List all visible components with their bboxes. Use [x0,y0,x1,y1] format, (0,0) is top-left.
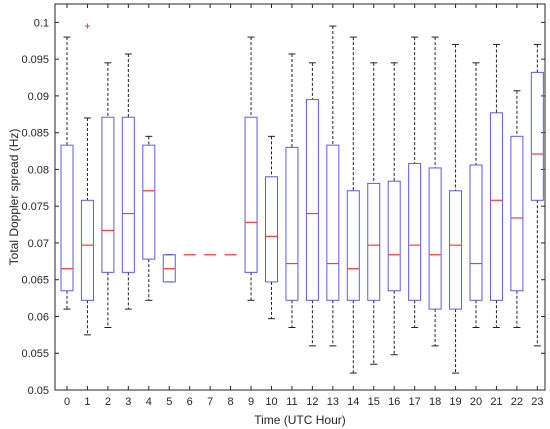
box-hour-11 [285,53,299,329]
box-hour-15 [367,62,381,365]
box-hour-12 [305,62,319,347]
y-tick-label: 0.075 [21,201,49,213]
box-iqr [60,144,74,292]
box-hour-19 [449,43,463,374]
x-tick-label: 1 [84,396,90,408]
x-axis-label: Time (UTC Hour) [254,413,346,427]
x-tick-label: 14 [347,396,359,408]
box-iqr [285,146,299,301]
x-tick-label: 8 [228,396,234,408]
x-axis-ticks: 0 1 2 3 4 5 6 7 8 9 10 11 12 13 14 15 16 17 18 19 20 21 22 23 [64,4,543,408]
box-iqr [305,99,319,301]
box-series [60,23,544,374]
box-iqr [428,167,442,310]
x-tick-label: 20 [470,396,482,408]
x-tick-label: 7 [207,396,213,408]
x-tick-label: 4 [146,396,152,408]
box-iqr [326,144,340,301]
box-hour-21 [489,43,503,329]
x-tick-label: 12 [306,396,318,408]
x-tick-label: 9 [248,396,254,408]
box-hour-23 [530,43,544,347]
x-tick-label: 18 [429,396,441,408]
box-iqr [101,116,115,273]
y-tick-label: 0.06 [28,311,49,323]
box-hour-22 [510,90,524,329]
box-iqr [244,116,258,273]
y-tick-label: 0.085 [21,128,49,140]
x-tick-label: 15 [368,396,380,408]
x-tick-label: 5 [166,396,172,408]
x-tick-label: 11 [286,396,297,408]
y-tick-label: 0.05 [28,385,49,397]
box-iqr [80,199,94,301]
box-hour-14 [346,36,360,374]
y-axis-label: Total Doppler spread (Hz) [7,129,21,266]
box-hour-17 [408,36,422,329]
box-iqr [367,182,381,301]
x-tick-label: 10 [265,396,277,408]
y-axis-ticks: 0.05 0.055 0.06 0.065 0.07 0.075 0.08 0.085 0.09… [21,17,545,397]
box-iqr [408,163,422,301]
box-hour-4 [142,135,156,301]
x-tick-label: 0 [64,396,70,408]
box-hour-2 [101,62,115,329]
box-iqr [489,112,503,301]
x-tick-label: 2 [105,396,111,408]
box-hour-18 [428,36,442,347]
x-tick-label: 23 [531,396,543,408]
box-hour-0 [60,36,74,310]
x-tick-label: 6 [187,396,193,408]
y-tick-label: 0.09 [28,91,49,103]
y-tick-label: 0.08 [28,164,49,176]
box-hour-13 [326,25,340,347]
y-tick-label: 0.095 [21,54,49,66]
box-iqr [142,144,156,260]
box-iqr [469,164,483,301]
box-hour-5 [162,254,176,283]
x-tick-label: 21 [490,396,502,408]
y-tick-label: 0.1 [34,17,49,29]
box-hour-9 [244,36,258,301]
box-hour-16 [387,62,401,356]
box-iqr [265,176,278,283]
x-tick-label: 17 [409,396,421,408]
y-tick-label: 0.055 [21,348,49,360]
box-hour-3 [121,53,135,310]
box-hour-10 [265,135,278,320]
y-tick-label: 0.065 [21,275,49,287]
x-tick-label: 16 [388,396,400,408]
plot-area-frame [54,3,546,391]
x-tick-label: 13 [327,396,339,408]
x-tick-label: 19 [449,396,461,408]
box-iqr [530,71,544,201]
box-iqr [346,190,360,301]
x-tick-label: 22 [511,396,523,408]
box-iqr [510,135,524,292]
box-iqr [387,180,401,292]
box-iqr [121,116,135,273]
y-tick-label: 0.07 [28,238,49,250]
x-tick-label: 3 [125,396,131,408]
box-hour-20 [469,62,483,329]
box-iqr [449,190,463,310]
box-hour-1 [80,23,94,336]
